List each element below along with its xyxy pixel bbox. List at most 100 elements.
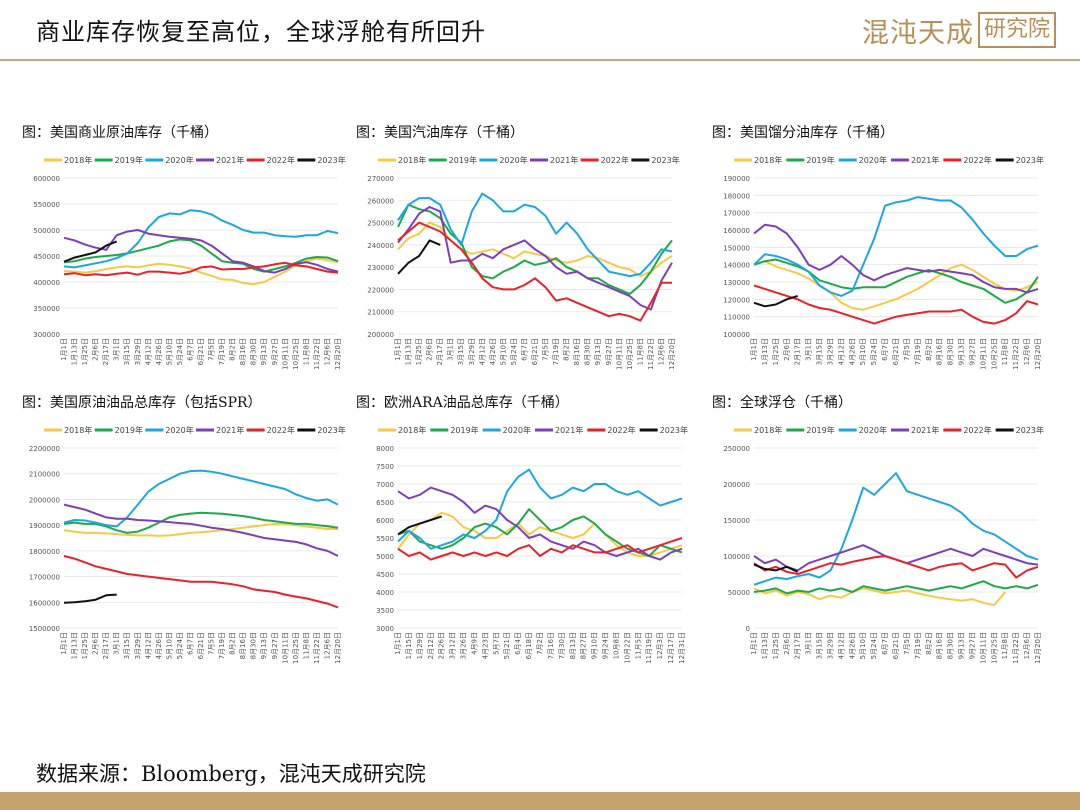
chart-panel-gasoline: 图：美国汽油库存（千桶） 2018年 2019年 2020年 2021年 2022年 20… [356, 122, 686, 382]
legend-label: 2018年 [754, 425, 782, 435]
x-tick-label: 2月17日 [794, 338, 802, 365]
chart-ara: 2018年 2019年 2020年 2021年 2022年 2023年 3000 3500 40… [376, 425, 688, 664]
x-tick-label: 1月13日 [71, 338, 79, 365]
legend-label: 2021年 [550, 155, 578, 165]
x-tick-label: 11月8日 [302, 338, 310, 365]
y-tick-label: 250000 [367, 220, 394, 228]
logo-brand: 混沌天成 [861, 17, 974, 49]
series-line [397, 537, 683, 561]
y-tick-label: 400000 [33, 279, 60, 287]
y-tick-label: 600000 [33, 175, 60, 183]
x-tick-label: 3月1日 [113, 632, 121, 655]
chart-panel-crude: 图：美国商业原油库存（千桶） 2018年 2019年 2020年 2021年 2022年… [22, 122, 352, 382]
x-tick-label: 11月22日 [1012, 338, 1020, 370]
x-tick-label: 4月9日 [470, 632, 478, 655]
y-tick-label: 230000 [367, 264, 394, 272]
x-tick-label: 8月30日 [947, 338, 955, 365]
x-tick-label: 5月24日 [510, 338, 518, 365]
x-tick-label: 3月29日 [826, 632, 834, 659]
x-tick-label: 12月20日 [1034, 338, 1042, 370]
series-line [753, 580, 1039, 595]
x-tick-label: 9月27日 [271, 632, 279, 659]
x-tick-label: 2月17日 [102, 632, 110, 659]
x-tick-label: 6月7日 [881, 632, 889, 655]
x-tick-label: 6月18日 [525, 632, 533, 659]
x-tick-label: 1月25日 [415, 338, 423, 365]
x-tick-label: 6月21日 [892, 338, 900, 365]
x-tick-label: 7月19日 [218, 632, 226, 659]
x-tick-label: 3月15日 [816, 632, 824, 659]
series-line [63, 522, 338, 537]
y-tick-label: 150000 [723, 244, 750, 252]
x-tick-label: 4月26日 [848, 632, 856, 659]
y-tick-label: 1500000 [29, 625, 60, 633]
legend-label: 2023年 [660, 425, 688, 435]
y-tick-label: 130000 [723, 279, 750, 287]
x-tick-label: 8月16日 [936, 632, 944, 659]
x-tick-label: 8月16日 [936, 338, 944, 365]
y-tick-label: 6500 [376, 499, 394, 507]
legend-label: 2022年 [963, 425, 991, 435]
x-tick-label: 7月5日 [903, 338, 911, 361]
y-tick-label: 4500 [376, 571, 394, 579]
x-tick-label: 7月5日 [208, 338, 216, 361]
y-tick-label: 200000 [723, 481, 750, 489]
x-tick-label: 3月15日 [457, 338, 465, 365]
legend-label: 2020年 [503, 425, 531, 435]
x-tick-label: 4月23日 [481, 632, 489, 659]
chart-panel-floating: 图：全球浮仓（千桶） 2018年 2019年 2020年 2021年 2022年 2023… [712, 392, 1044, 664]
x-tick-label: 8月2日 [229, 632, 237, 655]
x-tick-label: 1月1日 [750, 632, 758, 655]
series-line [753, 472, 1039, 586]
x-tick-label: 4月12日 [144, 338, 152, 365]
series-line [753, 544, 1039, 572]
x-tick-label: 1月25日 [81, 338, 89, 365]
series-line [397, 515, 443, 536]
x-tick-label: 10月11日 [615, 338, 623, 370]
x-tick-label: 1月1日 [60, 338, 68, 361]
y-tick-label: 260000 [367, 197, 394, 205]
legend-label: 2019年 [115, 425, 143, 435]
x-tick-label: 12月6日 [1023, 338, 1031, 365]
x-tick-label: 9月24日 [602, 632, 610, 659]
x-tick-label: 3月1日 [447, 338, 455, 361]
series-line [63, 469, 339, 528]
series-line [63, 257, 339, 286]
x-tick-label: 8月16日 [239, 338, 247, 365]
x-tick-label: 3月15日 [123, 632, 131, 659]
x-tick-label: 11月22日 [1012, 632, 1020, 664]
legend-label: 2023年 [317, 425, 345, 435]
x-tick-label: 4月12日 [478, 338, 486, 365]
x-tick-label: 5月10日 [859, 338, 867, 365]
y-tick-label: 8000 [376, 445, 394, 453]
x-tick-label: 1月13日 [761, 338, 769, 365]
x-tick-label: 3月1日 [805, 338, 813, 361]
x-tick-label: 2月17日 [102, 338, 110, 365]
series-line [753, 294, 798, 308]
x-tick-label: 6月21日 [197, 632, 205, 659]
x-tick-label: 1月29日 [416, 632, 424, 659]
series-line [397, 511, 683, 557]
x-tick-label: 1月13日 [405, 338, 413, 365]
x-tick-label: 9月13日 [260, 338, 268, 365]
y-tick-label: 1900000 [29, 522, 60, 530]
series-line [63, 209, 339, 269]
y-tick-label: 120000 [723, 296, 750, 304]
x-tick-label: 8月16日 [239, 632, 247, 659]
y-tick-label: 200000 [367, 331, 394, 339]
x-tick-label: 6月4日 [514, 632, 522, 655]
x-tick-label: 8月13日 [569, 632, 577, 659]
x-tick-label: 6月7日 [186, 338, 194, 361]
series-line [397, 468, 683, 550]
x-tick-label: 7月5日 [208, 632, 216, 655]
data-source: 数据来源：Bloomberg，混沌天成研究院 [36, 762, 426, 786]
y-tick-label: 2200000 [29, 445, 60, 453]
y-tick-label: 250000 [723, 445, 750, 453]
x-tick-label: 6月7日 [881, 338, 889, 361]
series-line [63, 511, 339, 534]
x-tick-label: 10月11日 [281, 338, 289, 370]
series-line [753, 196, 1039, 297]
x-tick-label: 7月5日 [903, 632, 911, 655]
chart-distillate: 2018年 2019年 2020年 2021年 2022年 2023年 100000 1100… [723, 155, 1044, 370]
x-tick-label: 3月15日 [123, 338, 131, 365]
